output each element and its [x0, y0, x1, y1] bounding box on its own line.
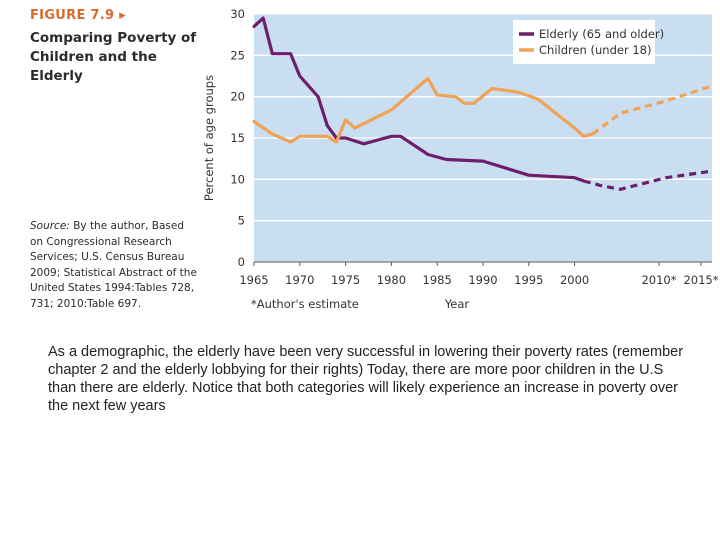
x-tick-label: 1985: [423, 273, 452, 287]
x-axis-title: Year: [444, 297, 470, 311]
x-tick-label: 1995: [514, 273, 543, 287]
figure-label: FIGURE 7.9 ▸: [30, 8, 127, 23]
figure-title: Comparing Poverty of Children and the El…: [30, 30, 197, 84]
y-tick-label: 25: [230, 48, 245, 62]
source-prefix: Source:: [30, 220, 70, 232]
children-series-line: [252, 76, 595, 144]
elderly-series-line: [252, 16, 586, 183]
legend-label-elderly: Elderly (65 and older): [539, 27, 664, 41]
source-note: Source: By the author, Based on Congress…: [30, 219, 200, 312]
estimate-note: *Author's estimate: [251, 297, 359, 311]
x-tick-label: 1975: [331, 273, 360, 287]
children-estimate-line: [591, 84, 713, 136]
legend-label-children: Children (under 18): [539, 43, 651, 57]
elderly-estimate-line: [583, 169, 713, 191]
caption-text: As a demographic, the elderly have been …: [48, 344, 684, 414]
x-tick-label: 1990: [468, 273, 497, 287]
legend-box: [513, 20, 655, 64]
y-tick-label: 20: [230, 90, 245, 104]
y-tick-label: 15: [230, 131, 245, 145]
poverty-line-chart: 0 5 10 15 20 25 30 1965 1970 1975 1980 1985 1990 1995…: [202, 7, 719, 311]
y-axis-title: Percent of age groups: [202, 75, 216, 201]
x-tick-label: 1965: [239, 273, 268, 287]
y-tick-label: 0: [238, 255, 245, 269]
x-tick-label: 2015*: [683, 273, 718, 287]
source-text: By the author, Based on Congressional Re…: [30, 220, 197, 310]
x-tick-label: 2000: [560, 273, 589, 287]
x-tick-label: 1970: [285, 273, 314, 287]
x-tick-label: 1980: [377, 273, 406, 287]
y-tick-label: 30: [230, 7, 245, 21]
x-tick-label: 2010*: [641, 273, 676, 287]
y-tick-label: 5: [238, 214, 245, 228]
y-tick-label: 10: [230, 172, 245, 186]
